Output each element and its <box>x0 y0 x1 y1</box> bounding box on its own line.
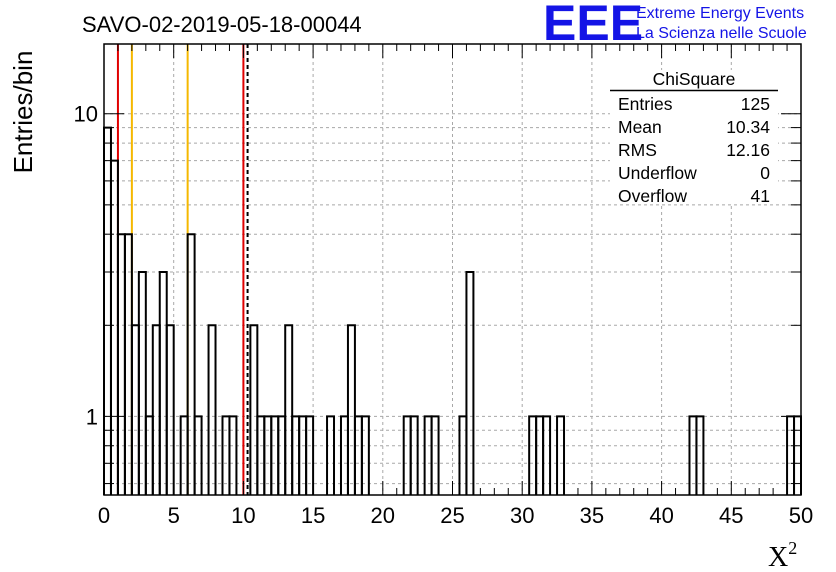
stats-label: RMS <box>618 140 657 160</box>
histogram-bin <box>305 415 315 495</box>
histogram-bin <box>193 415 203 495</box>
logo-mark: EEE <box>543 0 643 51</box>
histogram-bin <box>465 271 475 495</box>
stats-label: Mean <box>618 117 662 137</box>
x-tick-label: 40 <box>649 503 673 528</box>
y-tick-label: 1 <box>86 404 98 429</box>
stats-value: 41 <box>751 186 770 206</box>
histogram-bin <box>409 415 419 495</box>
logo-line1: Extreme Energy Events <box>636 5 804 22</box>
stats-value: 12.16 <box>726 140 770 160</box>
x-tick-label: 20 <box>371 503 395 528</box>
x-tick-label: 10 <box>231 503 255 528</box>
stats-label: Overflow <box>618 186 687 206</box>
histogram-bin <box>326 415 336 495</box>
stats-value: 10.34 <box>726 117 770 137</box>
histogram-bin <box>123 233 133 495</box>
stats-box-bg <box>610 70 778 204</box>
stats-label: Underflow <box>618 163 697 183</box>
histogram-bin <box>695 415 705 495</box>
histogram-bin <box>151 324 161 495</box>
stats-value: 125 <box>741 94 770 114</box>
histogram-bin <box>207 324 217 495</box>
histogram-bin <box>165 324 175 495</box>
eee-logo: EEE Extreme Energy Events La Scienza nel… <box>543 0 807 51</box>
stats-value: 0 <box>760 163 770 183</box>
histogram-bin <box>109 159 119 495</box>
histogram-bin <box>130 324 140 495</box>
histogram-bin <box>186 233 196 495</box>
x-tick-label: 30 <box>510 503 534 528</box>
histogram-bin <box>284 324 294 495</box>
stats-box: ChiSquare Entries 125 Mean 10.34 RMS 12.16 Und… <box>610 69 778 206</box>
x-axis-label-main: X <box>768 542 788 572</box>
reference-lines <box>116 44 249 495</box>
histogram-bin <box>430 415 440 495</box>
stats-title: ChiSquare <box>653 69 736 89</box>
histogram-bin <box>542 415 552 495</box>
x-axis-label: X2 <box>768 538 797 572</box>
histogram-bin <box>158 271 168 495</box>
histogram-bin <box>360 415 370 495</box>
histogram-bin <box>137 271 147 495</box>
x-tick-label: 50 <box>789 503 813 528</box>
y-tick-label: 10 <box>74 102 98 127</box>
histogram-bin <box>346 324 356 495</box>
x-tick-label: 45 <box>719 503 743 528</box>
histogram-bin <box>103 126 112 495</box>
histogram-bin <box>116 233 126 495</box>
stats-rows: Entries 125 Mean 10.34 RMS 12.16 Underflow 0 Ove… <box>618 94 770 206</box>
x-tick-label: 5 <box>168 503 180 528</box>
histogram-bin <box>556 415 566 495</box>
stats-label: Entries <box>618 94 673 114</box>
logo-line2: La Scienza nelle Scuole <box>636 25 807 42</box>
y-axis-label: Entries/bin <box>8 51 38 174</box>
x-tick-label: 35 <box>580 503 604 528</box>
x-tick-label: 0 <box>98 503 110 528</box>
x-axis-label-superscript: 2 <box>788 538 797 558</box>
histogram <box>103 126 802 495</box>
y-ticks: 1 10 <box>74 102 98 430</box>
x-ticks: 0 5 10 15 20 25 30 35 40 45 50 <box>98 503 813 528</box>
histogram-bin <box>228 415 238 495</box>
chart-title: SAVO-02-2019-05-18-00044 <box>82 12 362 37</box>
x-tick-label: 25 <box>440 503 464 528</box>
histogram-bin <box>249 324 259 495</box>
x-tick-label: 15 <box>301 503 325 528</box>
grid <box>104 44 801 495</box>
axes <box>103 43 802 496</box>
